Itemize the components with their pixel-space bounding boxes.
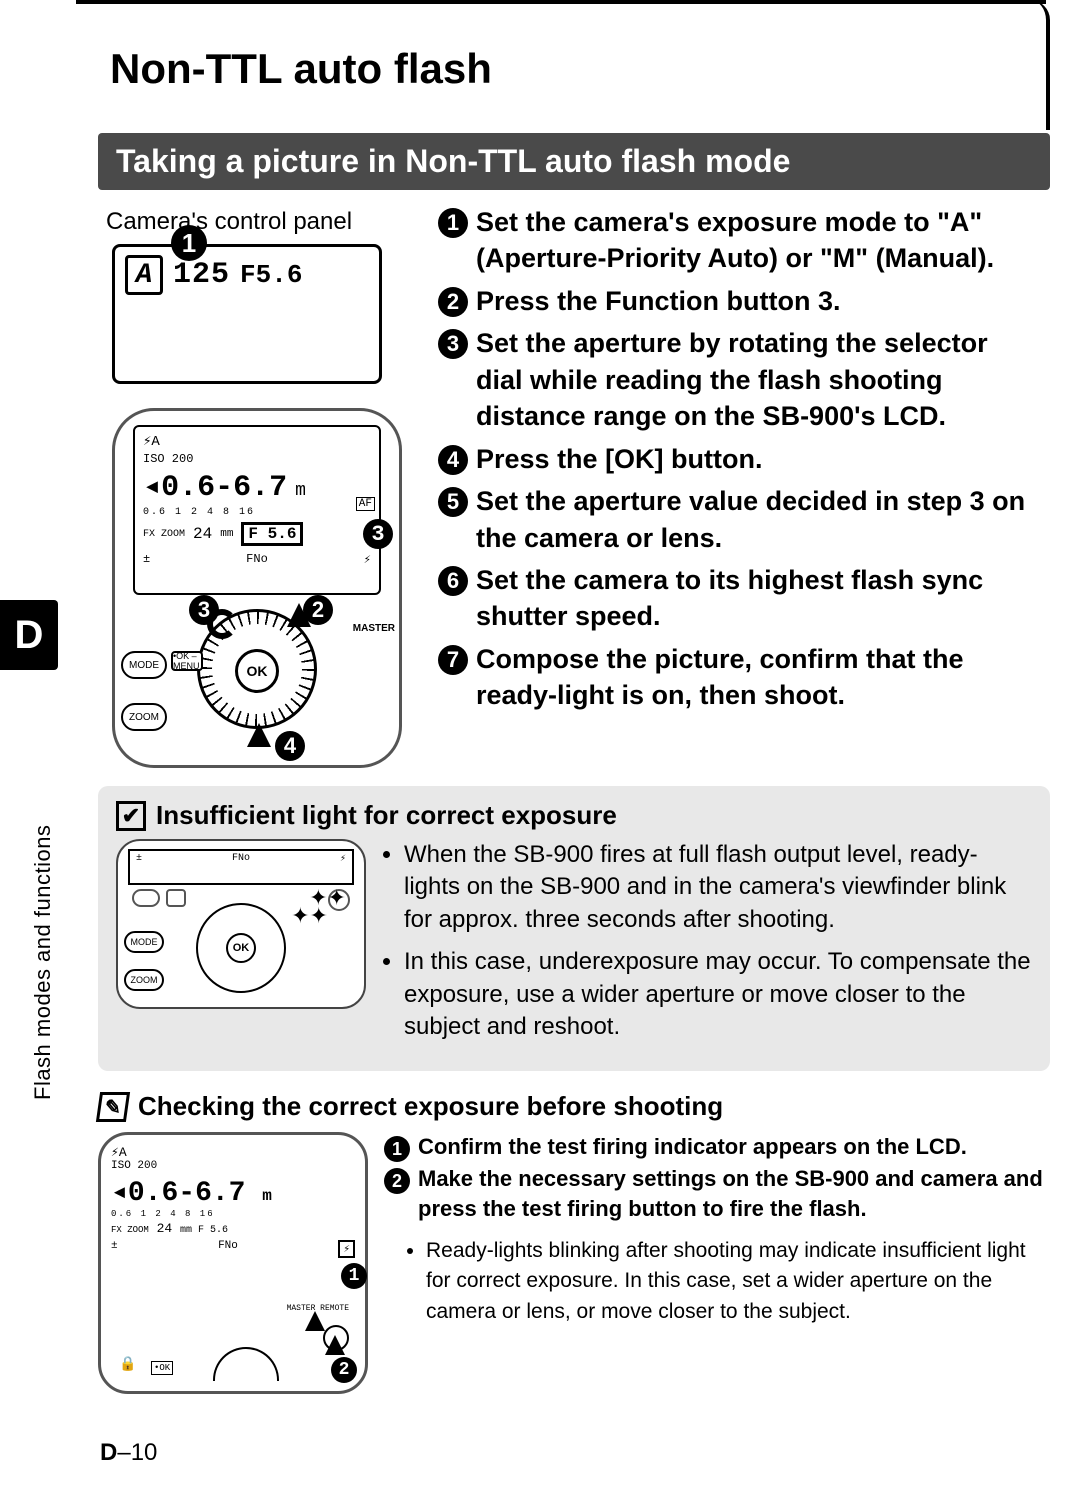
page-frame-corner — [1018, 0, 1050, 130]
af-indicator: AF — [356, 497, 375, 511]
note-dial-icon — [196, 903, 286, 993]
arrow-up-icon — [247, 723, 271, 747]
fno-display: F 5.6 — [241, 522, 303, 546]
shutter-value: 125 — [173, 258, 230, 292]
sec2-note-bullet: Ready-lights blinking after shooting may… — [426, 1236, 1050, 1327]
note-device-diagram: ± FNo ⚡ ✦✦ ✦✦ MODE ZOOM — [116, 839, 366, 1009]
arrow-up-icon — [287, 603, 311, 627]
sec2-bullet-1-icon: 1 — [384, 1136, 410, 1162]
mode-indicator: A — [125, 255, 163, 295]
iso-label: ISO 200 — [143, 452, 371, 466]
bullet-1-icon: 1 — [438, 208, 468, 238]
pencil-icon: ✎ — [96, 1092, 130, 1122]
mode-button[interactable]: MODE — [121, 651, 167, 679]
check-icon: ✔ — [116, 801, 146, 831]
ok-button[interactable]: OK — [235, 649, 279, 693]
side-section-label: Flash modes and functions — [30, 825, 56, 1100]
sec2-bullet-2-icon: 2 — [384, 1168, 410, 1194]
bullet-7-icon: 7 — [438, 645, 468, 675]
arrow-up-icon — [325, 1335, 345, 1355]
distance-range: 0.6-6.7 — [161, 471, 287, 505]
step-badge-1-icon: 1 — [171, 225, 207, 261]
bullet-4-icon: 4 — [438, 445, 468, 475]
section-banner: Taking a picture in Non-TTL auto flash m… — [98, 133, 1050, 190]
steps-list: 1Set the camera's exposure mode to "A" (… — [438, 204, 1050, 768]
step-badge-3-icon: 3 — [363, 519, 393, 549]
panel-caption: Camera's control panel — [106, 208, 418, 236]
page-number: D–10 — [100, 1439, 157, 1467]
camera-control-panel: 1 A 125 F5.6 — [112, 244, 382, 384]
bullet-2-icon: 2 — [438, 287, 468, 317]
step-badge-4-icon: 4 — [275, 731, 305, 761]
distance-scale: 0.6 1 2 4 8 16 — [143, 507, 371, 518]
note-bullet: In this case, underexposure may occur. T… — [404, 946, 1032, 1043]
side-tab: D — [0, 600, 58, 670]
master-label: MASTER — [353, 623, 395, 634]
bullet-3-icon: 3 — [438, 329, 468, 359]
ok-menu-hint: •OK –MENU — [171, 651, 203, 671]
arrow-up-icon — [305, 1311, 325, 1331]
sb900-screen: ⚡A ISO 200 ◂0.6-6.7m 0.6 1 2 4 8 16 FX Z… — [133, 425, 381, 595]
check-exposure-diagram: ⚡A ISO 200 ◂0.6-6.7 m 0.6 1 2 4 8 16 FX … — [98, 1132, 368, 1394]
note-bullet: When the SB-900 fires at full flash outp… — [404, 839, 1032, 936]
aperture-value: F5.6 — [240, 260, 302, 290]
sec2-badge-1-icon: 1 — [341, 1263, 367, 1289]
sec2-badge-2-icon: 2 — [331, 1357, 357, 1383]
main-title: Non-TTL auto flash — [110, 45, 1050, 93]
bullet-6-icon: 6 — [438, 566, 468, 596]
note-insufficient-light: ✔ Insufficient light for correct exposur… — [98, 786, 1050, 1071]
sb900-device: ⚡A ISO 200 ◂0.6-6.7m 0.6 1 2 4 8 16 FX Z… — [112, 408, 402, 768]
bullet-5-icon: 5 — [438, 487, 468, 517]
zoom-button[interactable]: ZOOM — [121, 703, 167, 731]
rotate-arrow-icon — [207, 609, 237, 639]
